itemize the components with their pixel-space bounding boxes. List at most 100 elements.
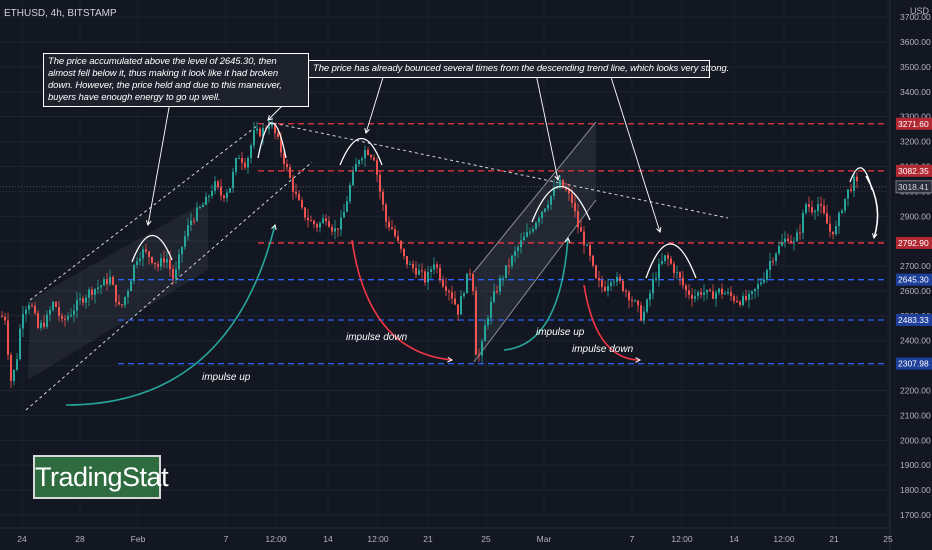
candle-body [133,264,135,281]
candle-body [268,126,270,129]
candle-body [688,290,690,295]
candle-body [67,316,69,320]
candle-body [286,163,288,168]
annotation-note-accumulation: The price accumulated above the level of… [43,53,309,107]
level-label: 2792.90 [898,238,929,248]
candle-body [796,232,798,242]
tradingstat-logo: TradingStat [33,455,169,499]
time-tick-label: 14 [729,534,739,544]
candle-body [397,236,399,241]
last-price-label: 3018.41 [898,182,929,192]
time-axis: 24 28 Feb 7 12:00 14 12:00 21 25 Mar 7 12:00 14 12:00… [0,527,893,544]
candle-body [754,288,756,292]
candle-body [457,304,459,315]
candle-body [520,240,522,248]
candle-body [337,228,339,230]
candle-body [625,290,627,292]
candle-body [427,271,429,283]
candle-body [58,307,60,316]
pointer-line-3 [365,73,385,134]
candle-body [277,133,279,137]
candle-body [28,305,30,310]
candle-body [799,232,801,234]
top-arc-4 [531,186,591,223]
price-tick-label: 2900.00 [900,211,931,221]
candle-body [322,218,324,224]
candle-body [658,263,660,279]
candle-body [184,236,186,247]
price-tick-label: 3700.00 [900,12,931,22]
candle-body [325,218,327,222]
candle-body [409,263,411,265]
candle-body [655,278,657,280]
candle-body [13,369,15,382]
candle-body [55,301,57,308]
candle-body [247,158,249,168]
price-tick-label: 2700.00 [900,261,931,271]
candle-body [481,341,483,356]
candle-body [463,293,465,296]
candle-body [340,217,342,230]
candle-body [346,201,348,212]
candle-body [406,256,408,265]
time-tick-label: 21 [829,534,839,544]
candle-body [448,290,450,293]
candle-body [541,211,543,219]
time-tick-label: 25 [883,534,893,544]
candle-body [529,231,531,233]
candle-body [634,300,636,302]
impulse-up-label-1: impulse up [202,372,251,383]
rising-channel-1 [28,200,208,380]
candle-body [568,190,570,194]
candle-body [667,255,669,259]
annotation-note-trendline: The price has already bounced several ti… [308,60,729,78]
candle-body [571,193,573,203]
candle-body [613,281,615,283]
candle-body [70,314,72,317]
candle-body [229,188,231,193]
price-tick-label: 1700.00 [900,510,931,520]
candle-body [43,322,45,327]
candle-body [394,229,396,237]
candle-body [1,315,3,317]
candle-body [343,211,345,218]
descending-trend-line [267,121,729,219]
candle-body [556,187,558,189]
candle-body [364,149,366,159]
candle-body [31,305,33,307]
candle-body [292,177,294,192]
top-arc-3 [339,137,383,166]
candle-body [373,157,375,161]
time-tick-label: 25 [481,534,491,544]
candle-body [310,220,312,222]
candle-body [763,279,765,283]
time-tick-label: 12:00 [773,534,795,544]
candle-body [766,270,768,280]
candle-body [127,291,129,297]
candle-body [727,292,729,294]
time-tick-label: 28 [75,534,85,544]
candle-body [280,136,282,153]
candle-body [538,218,540,223]
candle-body [382,191,384,205]
candle-body [181,246,183,255]
candle-body [352,171,354,186]
candle-body [415,267,417,275]
price-tick-label: 2100.00 [900,410,931,420]
pointer-arrowhead-1 [145,220,152,227]
candle-body [154,262,156,265]
candle-body [679,272,681,278]
candle-body [172,268,174,279]
candle-body [805,204,807,214]
top-arc-2 [257,122,287,159]
candle-body [403,248,405,257]
time-tick-label: 14 [323,534,333,544]
impulse-up-curve-1 [65,224,276,406]
candle-body [388,221,390,228]
candle-body [619,276,621,281]
candle-body [214,181,216,191]
candle-body [289,167,291,178]
candle-body [25,309,27,315]
candle-body [748,293,750,300]
candle-body [46,314,48,327]
